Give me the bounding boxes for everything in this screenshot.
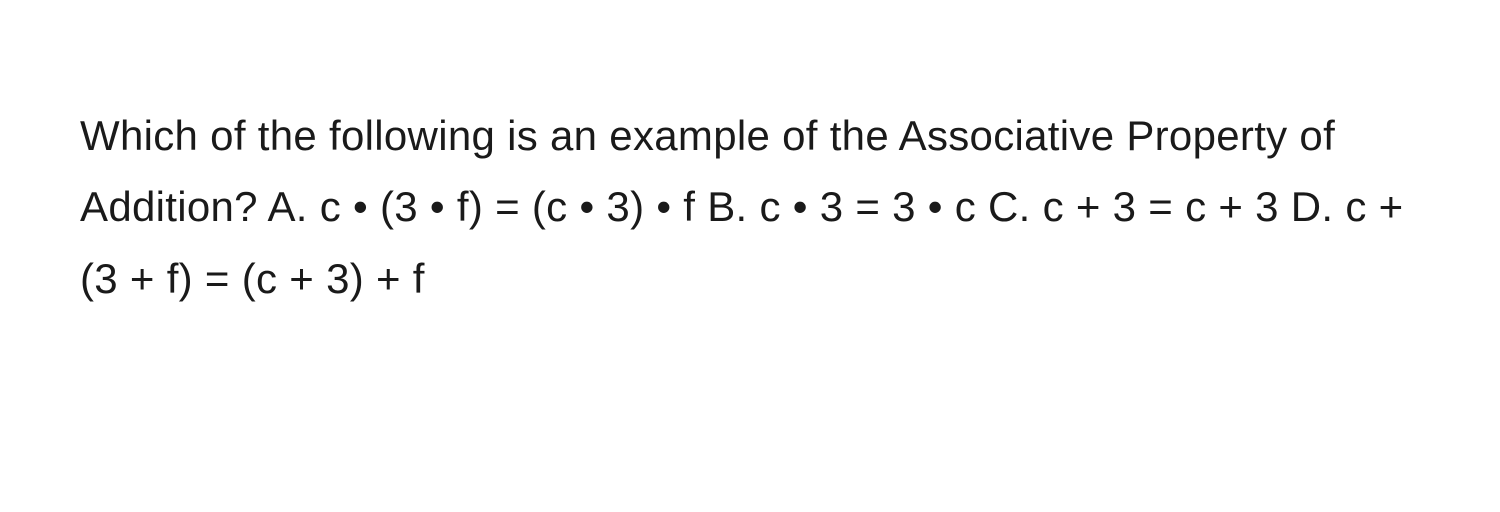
- question-text: Which of the following is an example of …: [80, 100, 1420, 314]
